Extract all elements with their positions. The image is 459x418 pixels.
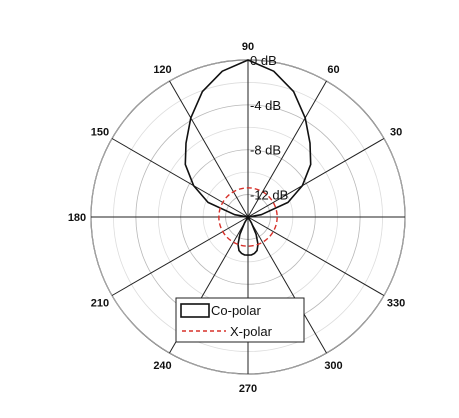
series-co-polar — [184, 59, 312, 256]
angle-tick-label: 270 — [239, 383, 257, 395]
angle-spoke — [111, 216, 249, 296]
radial-tick-label: -4 dB — [250, 98, 281, 113]
series-x-polar — [218, 187, 278, 247]
angle-spoke — [247, 138, 385, 218]
angle-tick-label: 120 — [153, 64, 171, 76]
radial-tick-label: -12 dB — [250, 188, 288, 203]
angle-tick-label: 60 — [327, 64, 339, 76]
radial-tick-label: -8 dB — [250, 143, 281, 158]
angle-spoke — [111, 138, 249, 218]
angle-spoke — [169, 80, 249, 218]
angle-tick-label: 150 — [91, 127, 109, 139]
angle-tick-label: 240 — [153, 360, 171, 372]
angle-tick-label: 300 — [324, 360, 342, 372]
angle-tick-label: 90 — [242, 41, 254, 53]
angle-spoke — [247, 80, 327, 218]
angle-tick-labels: 30 60 90 120 150 180 210 240 270 300 330 — [68, 41, 405, 395]
angle-tick-label: 180 — [68, 212, 86, 224]
angle-tick-label: 30 — [390, 127, 402, 139]
angle-tick-label: 330 — [387, 298, 405, 310]
legend-box — [175, 297, 305, 343]
pattern-series — [184, 59, 312, 256]
radial-tick-labels: 0 dB -4 dB -8 dB -12 dB — [250, 53, 288, 203]
legend-label-co-polar: Co-polar — [211, 303, 262, 318]
legend-label-x-polar: X-polar — [230, 324, 273, 339]
radial-tick-label: 0 dB — [250, 53, 277, 68]
legend: Co-polar X-polar — [175, 297, 305, 343]
legend-swatch-co-polar — [180, 303, 210, 318]
angle-spoke — [247, 216, 327, 354]
angle-spoke — [247, 216, 385, 296]
angle-tick-label: 210 — [91, 298, 109, 310]
angle-spokes — [91, 60, 405, 374]
